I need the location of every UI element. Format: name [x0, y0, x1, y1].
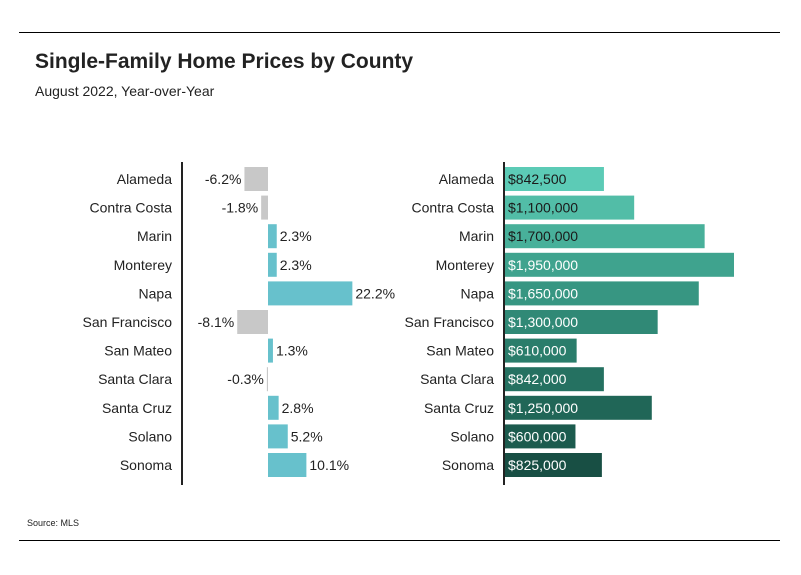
yoy-bar — [268, 453, 307, 477]
top-rule — [19, 32, 780, 33]
yoy-category-label: Sonoma — [120, 457, 172, 473]
price-value-label: $825,000 — [508, 457, 567, 473]
yoy-value-label: 10.1% — [309, 457, 349, 473]
price-category-label: Contra Costa — [412, 200, 495, 216]
price-category-label: Alameda — [439, 171, 494, 187]
price-bar — [505, 252, 734, 277]
yoy-value-label: 1.3% — [276, 343, 308, 359]
yoy-category-label: San Mateo — [104, 343, 172, 359]
price-bar — [505, 338, 577, 363]
yoy-bar — [237, 310, 268, 334]
price-category-label: Marin — [459, 228, 494, 244]
price-category-label: Monterey — [436, 257, 494, 273]
yoy-bar — [268, 338, 273, 363]
yoy-category-label: Marin — [137, 228, 172, 244]
price-value-label: $610,000 — [508, 343, 567, 359]
yoy-value-label: 2.3% — [280, 257, 312, 273]
chart-subtitle: August 2022, Year-over-Year — [35, 83, 215, 99]
price-value-label: $1,100,000 — [508, 200, 578, 216]
price-category-label: Santa Clara — [420, 371, 494, 387]
price-bar — [505, 395, 652, 420]
price-bar — [505, 167, 604, 191]
yoy-value-label: -1.8% — [222, 200, 259, 216]
price-category-label: Solano — [450, 428, 494, 444]
price-value-label: $1,300,000 — [508, 314, 578, 330]
yoy-category-label: Santa Clara — [98, 371, 172, 387]
yoy-category-label: Contra Costa — [90, 200, 173, 216]
price-bar — [505, 453, 602, 477]
price-value-label: $1,650,000 — [508, 285, 578, 301]
yoy-bar — [244, 167, 268, 191]
yoy-bar — [268, 281, 353, 306]
price-bar — [505, 281, 699, 306]
price-category-label: San Mateo — [426, 343, 494, 359]
yoy-bar — [266, 367, 268, 392]
bottom-rule — [19, 540, 780, 541]
yoy-value-label: -6.2% — [205, 171, 242, 187]
price-category-label: Sonoma — [442, 457, 494, 473]
price-bar — [505, 310, 658, 334]
price-category-label: Napa — [461, 285, 495, 301]
price-bar — [505, 367, 604, 392]
yoy-category-label: Napa — [139, 285, 173, 301]
price-bar — [505, 195, 635, 220]
yoy-category-label: Alameda — [117, 171, 172, 187]
price-category-label: San Francisco — [405, 314, 495, 330]
price-bar — [505, 224, 705, 249]
price-value-label: $842,500 — [508, 171, 567, 187]
price-value-label: $842,000 — [508, 371, 567, 387]
yoy-bar — [268, 252, 277, 277]
source-note: Source: MLS — [27, 518, 80, 528]
price-value-label: $1,950,000 — [508, 257, 578, 273]
yoy-bar — [268, 395, 279, 420]
price-bar — [505, 424, 576, 449]
chart-title: Single-Family Home Prices by County — [35, 50, 414, 73]
yoy-bar — [268, 224, 277, 249]
price-value-label: $1,250,000 — [508, 400, 578, 416]
yoy-value-label: -0.3% — [227, 371, 264, 387]
yoy-value-label: -8.1% — [198, 314, 235, 330]
yoy-category-label: Monterey — [114, 257, 172, 273]
price-value-label: $600,000 — [508, 428, 567, 444]
yoy-bar — [261, 195, 268, 220]
yoy-value-label: 2.8% — [282, 400, 314, 416]
price-category-label: Santa Cruz — [424, 400, 494, 416]
price-value-label: $1,700,000 — [508, 228, 578, 244]
yoy-category-label: Santa Cruz — [102, 400, 172, 416]
yoy-bar — [268, 424, 288, 449]
yoy-value-label: 22.2% — [355, 285, 395, 301]
yoy-category-label: Solano — [128, 428, 172, 444]
yoy-category-label: San Francisco — [83, 314, 173, 330]
yoy-value-label: 2.3% — [280, 228, 312, 244]
yoy-value-label: 5.2% — [291, 428, 323, 444]
